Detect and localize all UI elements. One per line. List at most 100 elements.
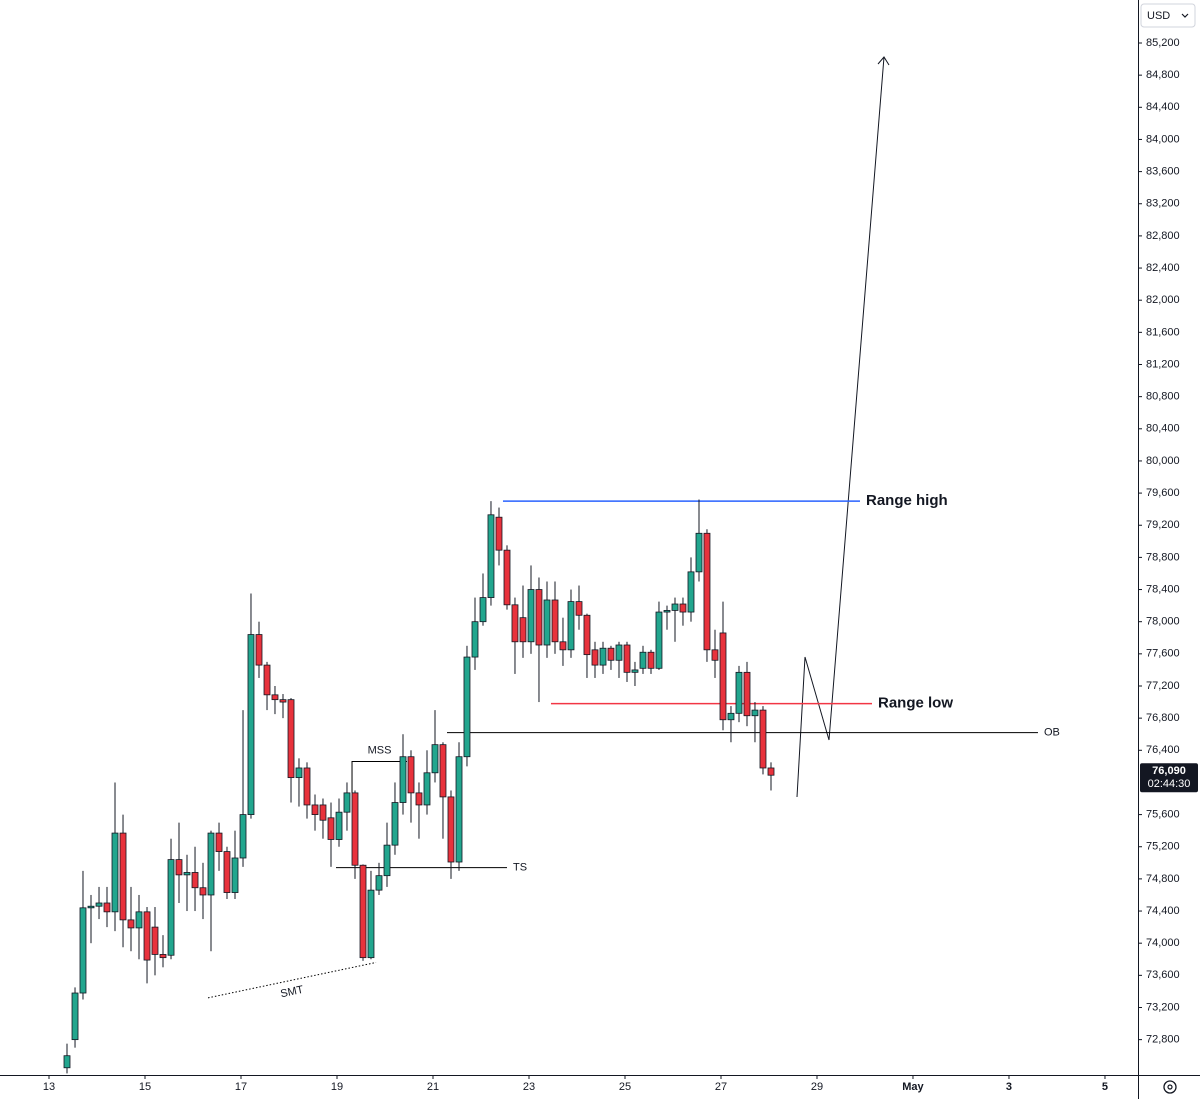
candle-body — [407, 756, 415, 794]
candle-body — [647, 651, 655, 669]
candle — [495, 507, 503, 566]
annotation: Range low — [550, 695, 953, 712]
countdown-label: 02:44:30 — [1148, 778, 1191, 790]
annotation-label: SMT — [279, 984, 304, 1001]
y-tick-label: 78,400 — [1146, 583, 1180, 595]
gear-icon[interactable] — [1163, 1080, 1177, 1094]
candle-body — [383, 844, 391, 877]
candle — [767, 762, 775, 791]
annotation: SMT — [207, 961, 377, 1001]
y-tick-label: 79,200 — [1146, 519, 1180, 531]
candle-body — [727, 712, 735, 721]
candle — [71, 987, 79, 1048]
candle-body — [271, 694, 279, 701]
candle — [471, 597, 479, 670]
candle — [143, 907, 151, 984]
candle — [399, 734, 407, 815]
y-tick-label: 74,000 — [1146, 937, 1180, 949]
candle — [359, 864, 367, 961]
last-price-badge — [1140, 763, 1198, 793]
y-tick-label: 76,400 — [1146, 744, 1180, 756]
candle — [711, 629, 719, 678]
candle — [423, 750, 431, 815]
candle — [527, 565, 535, 654]
candle — [551, 581, 559, 654]
y-tick-label: 81,600 — [1146, 326, 1180, 338]
candle-body — [415, 792, 423, 806]
candle-body — [583, 614, 591, 656]
y-tick-label: 84,800 — [1146, 69, 1180, 81]
candle — [79, 870, 87, 1000]
annotation: MSS — [351, 744, 407, 793]
candle-body — [311, 804, 319, 815]
candle-body — [703, 532, 711, 651]
candle — [479, 573, 487, 626]
candle — [751, 702, 759, 743]
candle — [111, 782, 119, 932]
y-tick-label: 82,000 — [1146, 294, 1180, 306]
currency-button[interactable] — [1140, 3, 1196, 28]
candle — [119, 814, 127, 948]
candle-body — [479, 597, 487, 623]
candle — [719, 601, 727, 731]
candle-body — [327, 817, 335, 840]
candle-body — [759, 709, 767, 769]
candle-body — [127, 919, 135, 929]
gear-center[interactable] — [1167, 1084, 1173, 1090]
candle-body — [607, 647, 615, 661]
candle-body — [375, 875, 383, 891]
candle-body — [543, 599, 551, 646]
y-tick-label: 75,600 — [1146, 808, 1180, 820]
y-tick-label: 76,800 — [1146, 712, 1180, 724]
candle — [199, 862, 207, 920]
candle-body — [239, 814, 247, 859]
candle-body — [303, 767, 311, 806]
candle-body — [295, 767, 303, 779]
candle-body — [519, 617, 527, 643]
annotation-label: Range high — [866, 492, 948, 509]
candle-body — [711, 649, 719, 661]
candle-body — [167, 859, 175, 956]
candle — [567, 589, 575, 658]
candle-body — [743, 671, 751, 717]
candle-body — [559, 641, 567, 651]
x-tick-label: 27 — [715, 1081, 727, 1093]
candle-body — [247, 634, 255, 815]
y-tick-label: 84,400 — [1146, 101, 1180, 113]
currency-label[interactable]: USD — [1147, 10, 1170, 22]
candle — [727, 706, 735, 743]
candle — [535, 577, 543, 703]
candle — [647, 649, 655, 674]
x-tick-label: 13 — [43, 1081, 55, 1093]
candle — [631, 661, 639, 686]
annotation: OB — [447, 727, 1060, 739]
y-tick-label: 74,800 — [1146, 873, 1180, 885]
candle — [327, 802, 335, 867]
candle — [463, 645, 471, 767]
candle — [623, 641, 631, 682]
candle — [335, 798, 343, 847]
candle-body — [639, 651, 647, 669]
candle — [679, 597, 687, 626]
y-tick-label: 79,600 — [1146, 487, 1180, 499]
candle-body — [103, 902, 111, 913]
dropdown-chevron[interactable] — [1181, 13, 1189, 18]
candle-body — [111, 832, 119, 913]
candle — [135, 894, 143, 960]
candle-body — [551, 599, 559, 643]
y-tick-label: 84,000 — [1146, 133, 1180, 145]
candle — [703, 529, 711, 662]
currency-selector[interactable]: USD — [1140, 3, 1196, 28]
candle-body — [631, 669, 639, 673]
candle — [671, 597, 679, 642]
y-tick-label: 80,000 — [1146, 455, 1180, 467]
candle — [407, 750, 415, 823]
settings-button[interactable] — [1163, 1080, 1177, 1094]
annotation-line — [351, 761, 407, 793]
candle-body — [71, 992, 79, 1041]
annotation-label: Range low — [878, 695, 953, 712]
candle — [239, 710, 247, 867]
candle — [519, 585, 527, 658]
candle-body — [471, 621, 479, 658]
candle — [247, 593, 255, 819]
